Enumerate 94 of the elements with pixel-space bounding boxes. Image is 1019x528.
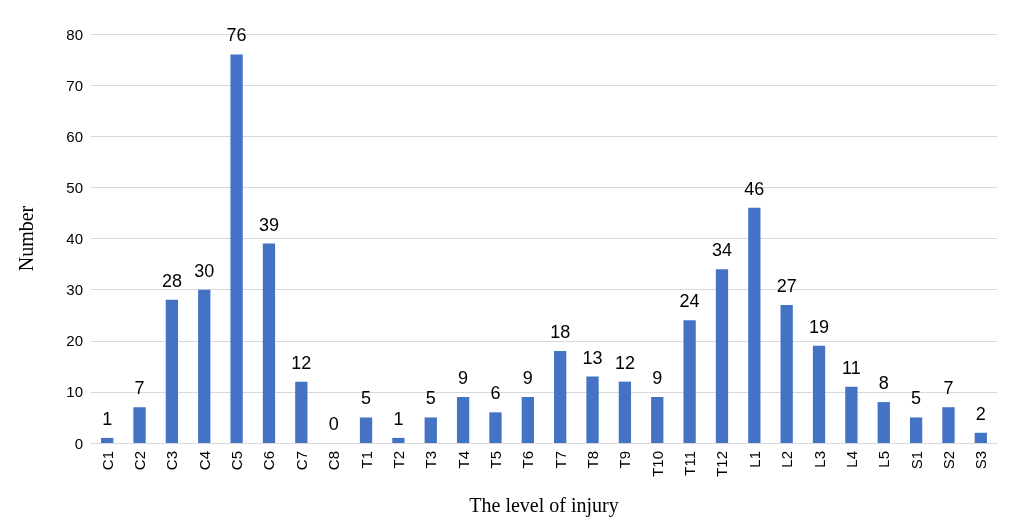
data-label: 24: [679, 291, 700, 312]
bar: [748, 207, 761, 443]
x-tick-label: T1: [357, 451, 375, 469]
data-label: 11: [842, 357, 861, 378]
bar: [877, 402, 890, 443]
data-label: 9: [652, 367, 663, 388]
x-tick-label: L4: [842, 451, 860, 468]
bar: [359, 417, 373, 443]
data-label: 30: [194, 260, 215, 281]
data-label: 12: [614, 352, 635, 373]
y-tick-label: 80: [66, 25, 83, 43]
x-tick-label: T7: [551, 451, 569, 469]
x-tick-label: C1: [98, 451, 116, 471]
x-tick-label: S3: [972, 451, 990, 470]
bar: [554, 350, 567, 443]
data-label: 5: [425, 388, 436, 409]
data-label: 2: [975, 403, 986, 424]
data-label: 7: [134, 378, 145, 399]
x-tick-label: T9: [616, 451, 634, 469]
data-label: 19: [809, 316, 830, 337]
x-tick-label: L1: [745, 451, 763, 468]
bar: [715, 269, 729, 443]
data-label: 34: [711, 240, 732, 261]
y-tick-label: 20: [66, 332, 83, 350]
bar: [165, 299, 179, 443]
x-tick-label: L3: [810, 451, 828, 468]
y-axis-title: Number: [15, 205, 37, 272]
data-label: 28: [161, 270, 182, 291]
x-tick-label: L5: [875, 451, 893, 468]
data-label: 8: [878, 373, 889, 394]
x-tick-label: T10: [648, 451, 666, 477]
bar: [424, 417, 437, 443]
bar: [456, 396, 470, 443]
x-tick-label: C3: [163, 451, 181, 471]
bar: [942, 407, 955, 443]
data-label: 18: [550, 321, 571, 342]
data-label: 12: [291, 352, 312, 373]
y-tick-label: 40: [66, 230, 83, 247]
x-tick-label: T4: [454, 451, 472, 469]
bar: [198, 289, 211, 443]
bar: [262, 243, 276, 443]
bar: [586, 376, 599, 443]
x-axis-title: The level of injury: [469, 494, 619, 517]
data-label: 9: [522, 367, 533, 388]
y-tick-label: 30: [66, 281, 83, 299]
bar: [909, 417, 923, 443]
x-tick-label: C6: [260, 451, 278, 471]
data-label: 27: [776, 275, 797, 296]
x-tick-label: T3: [422, 451, 440, 469]
bar: [392, 437, 405, 443]
y-tick-label: 70: [66, 76, 83, 94]
bar: [683, 320, 696, 443]
data-label: 76: [226, 25, 247, 46]
bar: [651, 396, 664, 443]
data-label: 7: [943, 378, 954, 399]
bar: [133, 407, 146, 443]
bar: [101, 437, 114, 443]
x-tick-label: C2: [131, 451, 149, 471]
data-label: 13: [582, 347, 603, 368]
x-tick-label: T5: [486, 451, 504, 469]
y-tick-label: 50: [66, 178, 83, 196]
x-tick-label: C8: [325, 451, 343, 471]
bar: [489, 412, 502, 443]
data-label: 6: [490, 383, 501, 404]
data-label: 46: [744, 178, 765, 199]
data-label: 0: [328, 414, 339, 434]
x-tick-label: C5: [228, 451, 246, 471]
x-tick-label: T6: [519, 451, 537, 469]
x-tick-label: L2: [778, 451, 796, 468]
bar: [780, 304, 793, 443]
data-label: 39: [258, 214, 279, 235]
data-label: 1: [393, 408, 404, 429]
y-tick-label: 60: [66, 127, 83, 145]
x-tick-label: S1: [907, 451, 925, 470]
bar: [974, 432, 987, 443]
x-tick-label: S2: [939, 451, 957, 470]
data-label: 5: [911, 388, 922, 409]
bar: [812, 345, 826, 443]
bar: [295, 381, 308, 443]
x-tick-label: C4: [195, 451, 213, 471]
x-tick-label: T11: [681, 451, 699, 476]
data-label: 1: [102, 408, 113, 429]
x-tick-label: T8: [584, 451, 602, 469]
bar: [845, 386, 858, 443]
x-tick-label: C7: [292, 451, 310, 471]
x-tick-label: T2: [389, 451, 407, 469]
y-tick-label: 10: [66, 383, 83, 401]
bar: [521, 396, 534, 443]
data-label: 5: [361, 388, 372, 409]
bar: [230, 54, 243, 443]
data-label: 9: [458, 367, 469, 388]
x-tick-label: T12: [713, 451, 731, 477]
bar: [618, 381, 632, 443]
y-tick-label: 0: [74, 434, 83, 452]
